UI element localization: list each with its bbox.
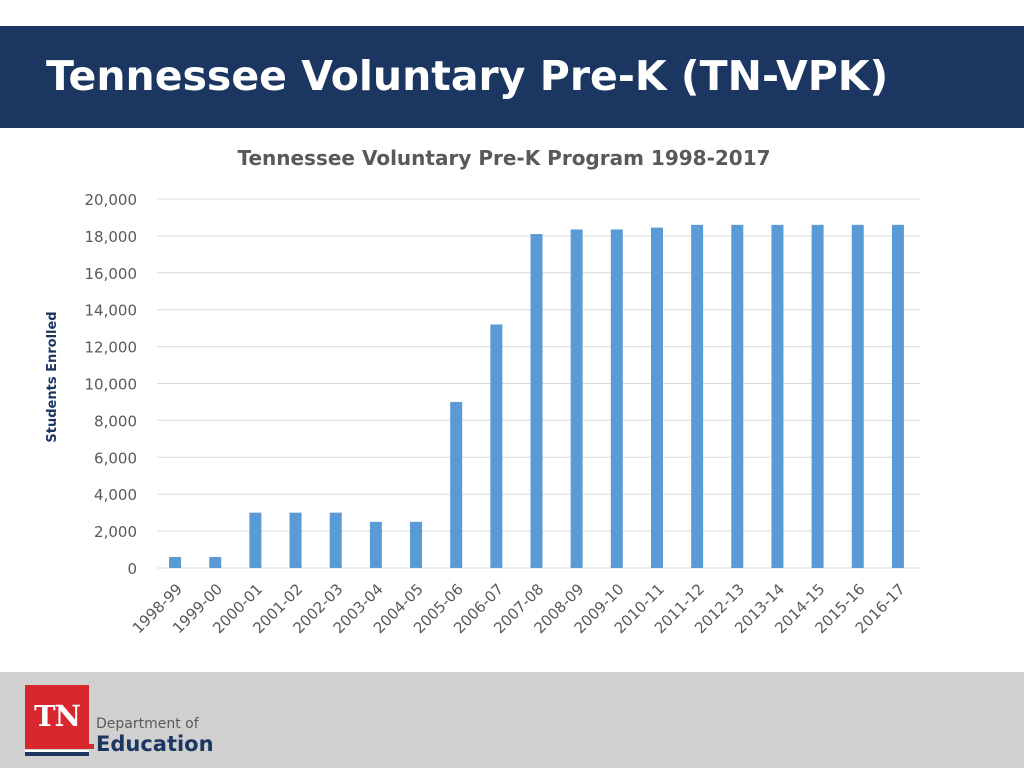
bar-2003-04 bbox=[369, 521, 382, 568]
logo-dot-icon bbox=[89, 744, 94, 749]
bar-2006-07 bbox=[490, 324, 503, 568]
bar-2002-03 bbox=[329, 512, 342, 568]
logo-department-text: Department of bbox=[96, 716, 199, 732]
x-axis-ticks: 1998-991999-002000-012001-022002-032003-… bbox=[129, 580, 909, 637]
tn-logo-mark: TN bbox=[33, 699, 81, 733]
enrollment-bar-chart: 0 2,000 4,000 6,000 8,000 10,000 12,000 14,000 1… bbox=[45, 191, 920, 637]
y-tick-label: 8,000 bbox=[94, 412, 137, 430]
bar-2009-10 bbox=[610, 229, 623, 568]
y-tick-label: 10,000 bbox=[85, 376, 138, 394]
y-tick-label: 18,000 bbox=[85, 228, 138, 246]
bar-2013-14 bbox=[771, 224, 784, 568]
y-tick-label: 0 bbox=[127, 560, 137, 578]
bar-2010-11 bbox=[650, 227, 663, 568]
bar-2012-13 bbox=[731, 224, 744, 568]
bar-2007-08 bbox=[530, 234, 543, 568]
bar-1999-00 bbox=[209, 556, 222, 568]
y-tick-label: 12,000 bbox=[85, 339, 138, 357]
logo-education-text: Education bbox=[89, 732, 214, 756]
bar-2000-01 bbox=[249, 512, 262, 568]
y-axis-ticks: 0 2,000 4,000 6,000 8,000 10,000 12,000 14,000 1… bbox=[85, 191, 138, 578]
bar-2004-05 bbox=[410, 521, 423, 568]
slide-title: Tennessee Voluntary Pre-K (TN-VPK) bbox=[46, 52, 889, 100]
y-tick-label: 20,000 bbox=[85, 191, 138, 209]
tn-logo: TN bbox=[25, 685, 89, 749]
bar-2016-17 bbox=[891, 224, 904, 568]
y-tick-label: 2,000 bbox=[94, 523, 137, 541]
bar-1998-99 bbox=[169, 556, 182, 568]
logo-underline bbox=[25, 752, 89, 756]
y-tick-label: 16,000 bbox=[85, 265, 138, 283]
logo-education-word: Education bbox=[96, 732, 214, 756]
bar-2015-16 bbox=[851, 224, 864, 568]
bar-2005-06 bbox=[450, 401, 463, 568]
y-axis-label: Students Enrolled bbox=[45, 311, 60, 442]
y-tick-label: 14,000 bbox=[85, 302, 138, 320]
chart-title: Tennessee Voluntary Pre-K Program 1998-2… bbox=[237, 146, 771, 170]
bar-2014-15 bbox=[811, 224, 824, 568]
logo-rule bbox=[25, 750, 89, 752]
footer-band bbox=[0, 672, 1024, 768]
bar-2001-02 bbox=[289, 512, 302, 568]
title-bar bbox=[0, 26, 1024, 128]
bar-2011-12 bbox=[691, 224, 704, 568]
y-tick-label: 4,000 bbox=[94, 486, 137, 504]
y-tick-label: 6,000 bbox=[94, 449, 137, 467]
bars bbox=[169, 224, 904, 568]
bar-2008-09 bbox=[570, 229, 583, 568]
